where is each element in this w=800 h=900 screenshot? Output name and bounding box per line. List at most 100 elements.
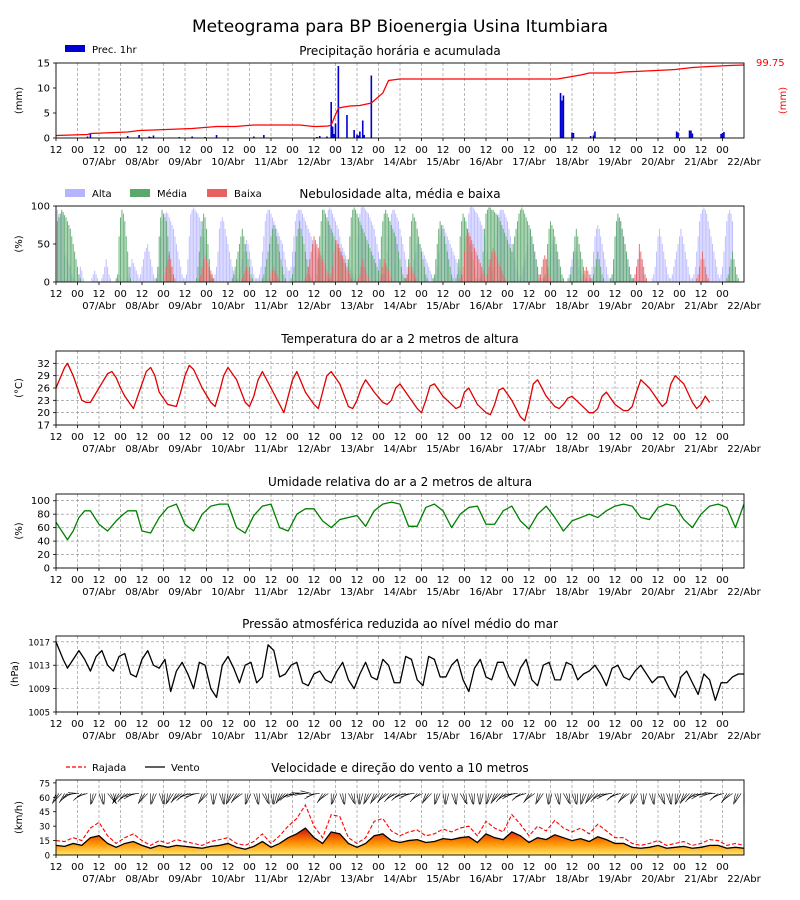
cloud-bar-média (446, 251, 448, 282)
cloud-bar-baixa (489, 259, 491, 282)
day-label: 07/Abr (82, 874, 116, 885)
day-label: 19/Abr (598, 874, 632, 885)
cloud-bar-alta (720, 274, 722, 282)
x-tick-label: 00 (200, 719, 213, 730)
cloud-bar-baixa (198, 278, 200, 282)
cloud-bar-média (575, 228, 577, 282)
cloud-bar-média (350, 217, 352, 282)
wind-direction-arrow (294, 793, 306, 796)
cloud-bar-alta (307, 228, 309, 282)
cloud-bar-média (375, 263, 377, 282)
cloud-bar-média (511, 251, 513, 282)
cloud-bar-média (124, 221, 126, 282)
cloud-bar-alta (92, 274, 94, 282)
cloud-bar-baixa (249, 274, 250, 282)
wind-direction-arrow (568, 793, 571, 805)
x-tick-label: 00 (415, 862, 428, 873)
cloud-bar-baixa (173, 274, 175, 282)
cloud-bar-alta (608, 278, 610, 282)
x-tick-label: 12 (695, 289, 708, 300)
cloud-bar-baixa (469, 236, 471, 282)
cloud-bar-alta (593, 251, 594, 282)
x-tick-label: 00 (71, 719, 84, 730)
cloud-bar-alta (719, 278, 721, 282)
cloud-bar-alta (707, 221, 709, 282)
x-tick-label: 12 (394, 862, 407, 873)
wind-direction-arrow (515, 793, 527, 797)
cloud-bar-média (561, 274, 563, 282)
y-tick-label: 17 (37, 421, 50, 432)
wind-direction-arrow (679, 793, 685, 804)
wind-direction-arrow (262, 793, 269, 804)
cloud-bar-baixa (327, 274, 329, 282)
precip-bar (677, 132, 679, 138)
cloud-bar-alta (101, 278, 103, 282)
cloud-bar-média (491, 209, 493, 282)
cloud-bar-alta (664, 259, 666, 282)
cloud-bar-baixa (349, 274, 351, 282)
cloud-bar-média (155, 278, 157, 282)
x-tick-label: 12 (609, 145, 622, 156)
precip-bar (690, 130, 692, 138)
wind-direction-arrow (486, 793, 493, 804)
cloud-bar-média (611, 274, 613, 282)
cloud-bar-média (117, 274, 119, 282)
cloud-bar-alta (605, 266, 607, 282)
x-tick-label: 00 (243, 862, 256, 873)
cloud-bar-baixa (208, 266, 210, 282)
day-label: 20/Abr (641, 444, 675, 455)
cloud-bar-baixa (468, 232, 470, 282)
x-tick-label: 12 (480, 432, 493, 443)
x-tick-label: 00 (716, 862, 729, 873)
x-tick-label: 00 (544, 575, 557, 586)
wind-direction-arrow (545, 793, 549, 805)
day-label: 11/Abr (254, 874, 288, 885)
x-tick-label: 12 (93, 575, 106, 586)
cloud-bar-média (121, 209, 123, 282)
day-label: 17/Abr (512, 874, 546, 885)
cloud-bar-média (400, 266, 402, 282)
wind-direction-arrow (535, 793, 538, 805)
cloud-bar-baixa (499, 266, 501, 282)
cloud-bar-média (273, 225, 275, 282)
wind-direction-arrow (74, 793, 85, 799)
wind-direction-arrow (137, 793, 143, 804)
cloud-bar-alta (677, 244, 679, 282)
cloud-bar-média (72, 244, 74, 282)
cloud-bar-baixa (644, 274, 646, 282)
day-label: 12/Abr (297, 731, 331, 742)
cloud-bar-média (330, 228, 332, 282)
wind-direction-arrow (110, 793, 116, 804)
cloud-bar-média (304, 251, 306, 282)
cloud-bar-média (443, 236, 445, 282)
day-label: 09/Abr (168, 874, 202, 885)
cloud-bar-baixa (696, 278, 698, 282)
cloud-bar-média (593, 274, 594, 282)
y-tick-label: 15 (37, 59, 50, 70)
cloud-bar-média (327, 221, 329, 282)
cloud-bar-alta (378, 251, 379, 282)
day-label: 18/Abr (555, 731, 589, 742)
wind-direction-arrow (370, 793, 375, 804)
wind-direction-arrow (456, 793, 458, 805)
x-tick-label: 00 (372, 432, 385, 443)
day-label: 16/Abr (469, 587, 503, 598)
precip-bar (688, 130, 691, 138)
day-label: 09/Abr (168, 731, 202, 742)
wind-direction-arrow (378, 793, 386, 802)
precip-bar (337, 66, 340, 138)
day-label: 12/Abr (297, 587, 331, 598)
day-label: 09/Abr (168, 301, 202, 312)
cloud-bar-média (366, 240, 368, 282)
wind-direction-arrow (308, 793, 320, 795)
cloud-bar-média (507, 240, 508, 282)
day-label: 20/Abr (641, 874, 675, 885)
precip-bar (589, 136, 592, 138)
wind-direction-arrow (300, 790, 312, 794)
cloud-bar-média (736, 274, 738, 282)
cloud-bar-baixa (207, 263, 209, 282)
wind-direction-arrow (468, 793, 473, 804)
cloud-bar-alta (713, 251, 715, 282)
precip-bar (178, 137, 181, 138)
cloud-bar-baixa (336, 240, 338, 282)
